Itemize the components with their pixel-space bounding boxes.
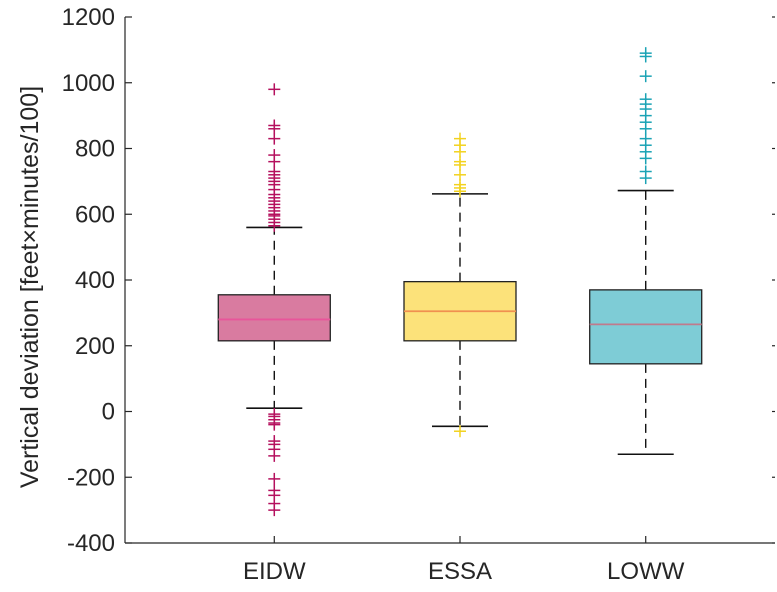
box-iqr [589, 289, 703, 365]
outlier-marker [268, 484, 281, 497]
outlier-marker [268, 472, 281, 485]
outlier-marker [639, 70, 652, 83]
y-tick-label: -200 [67, 464, 115, 491]
y-tick-label: 1200 [62, 4, 115, 31]
outlier-marker [268, 83, 281, 96]
axes: -400 -200 0 200 400 600 800 1000 1200 EIDW ESSA LOW… [62, 4, 775, 585]
outlier-marker [639, 93, 652, 106]
y-tick-label: 1000 [62, 70, 115, 97]
outlier-marker [639, 165, 652, 178]
outlier-marker [268, 408, 281, 421]
box-group-eidw [217, 83, 331, 517]
outlier-marker [454, 425, 466, 438]
outlier-marker [639, 47, 652, 60]
y-axis-label: Vertical deviation [feet×minutes/100] [16, 86, 44, 488]
plot-data [217, 47, 703, 517]
y-tick-label: 0 [102, 399, 115, 426]
y-tick-label: 600 [75, 201, 115, 228]
y-tick-label: -400 [67, 530, 115, 557]
outlier-marker [454, 132, 466, 145]
box-group-essa [403, 132, 517, 438]
y-tick-label: 200 [75, 333, 115, 360]
x-tick-label: EIDW [243, 558, 306, 585]
box-group-loww [589, 47, 703, 456]
x-tick-label: ESSA [428, 558, 492, 585]
outlier-marker [268, 119, 281, 132]
x-tick-label: LOWW [607, 558, 685, 585]
y-tick-label: 800 [75, 136, 115, 163]
outlier-marker [268, 149, 281, 162]
outlier-marker [268, 435, 281, 448]
y-tick-label: 400 [75, 267, 115, 294]
box-iqr [217, 294, 331, 342]
